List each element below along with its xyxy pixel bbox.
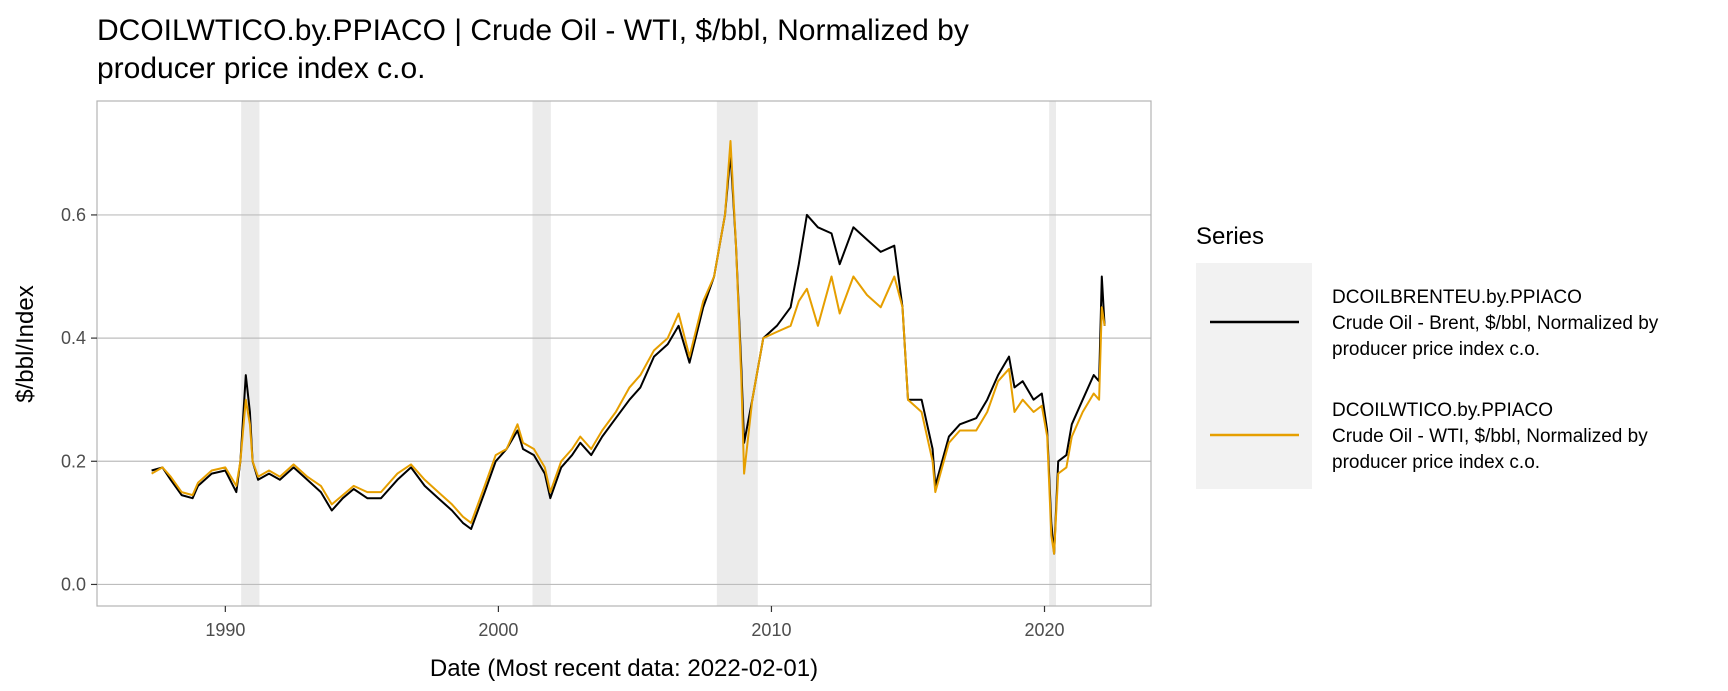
legend-entry-1-line-2: producer price index c.o. (1332, 452, 1540, 473)
y-axis-title: $/bbl/Index (12, 285, 39, 402)
legend-entry-1-line-0: DCOILWTICO.by.PPIACO (1332, 400, 1553, 421)
x-tick-label-1: 2000 (478, 620, 518, 640)
chart-title-line-1: DCOILWTICO.by.PPIACO | Crude Oil - WTI, … (97, 14, 969, 47)
legend-title: Series (1196, 223, 1264, 250)
recession-band-0 (241, 101, 260, 606)
recession-band-1 (532, 101, 551, 606)
legend: Series DCOILBRENTEU.by.PPIACO Crude Oil -… (1196, 223, 1659, 489)
y-tick-label-0: 0.0 (61, 574, 86, 594)
recession-band-2 (716, 101, 758, 606)
legend-entry-0-line-1: Crude Oil - Brent, $/bbl, Normalized by (1332, 313, 1659, 334)
y-axis: 0.0 0.2 0.4 0.6 (61, 205, 97, 594)
plot-background (97, 101, 1151, 606)
y-tick-label-3: 0.6 (61, 205, 86, 225)
series-lines (151, 140, 1106, 555)
x-tick-label-2: 2010 (751, 620, 791, 640)
series-line-1 (151, 140, 1106, 555)
x-tick-label-3: 2020 (1024, 620, 1064, 640)
plot-area (97, 101, 1151, 606)
y-tick-label-1: 0.2 (61, 451, 86, 471)
recession-band-3 (1049, 101, 1056, 606)
chart-title-line-2: producer price index c.o. (97, 52, 426, 85)
legend-entry-0-line-2: producer price index c.o. (1332, 339, 1540, 360)
plot-border (96, 100, 1152, 607)
series-line-0 (151, 152, 1106, 555)
x-axis-title: Date (Most recent data: 2022-02-01) (430, 655, 818, 682)
legend-key-background (1196, 263, 1312, 489)
grid-lines (97, 214, 1151, 586)
legend-entry-0-line-0: DCOILBRENTEU.by.PPIACO (1332, 287, 1582, 308)
y-tick-label-2: 0.4 (61, 328, 86, 348)
x-tick-label-0: 1990 (205, 620, 245, 640)
legend-entry-1-line-1: Crude Oil - WTI, $/bbl, Normalized by (1332, 426, 1648, 447)
x-axis: 1990 2000 2010 2020 (205, 606, 1065, 640)
